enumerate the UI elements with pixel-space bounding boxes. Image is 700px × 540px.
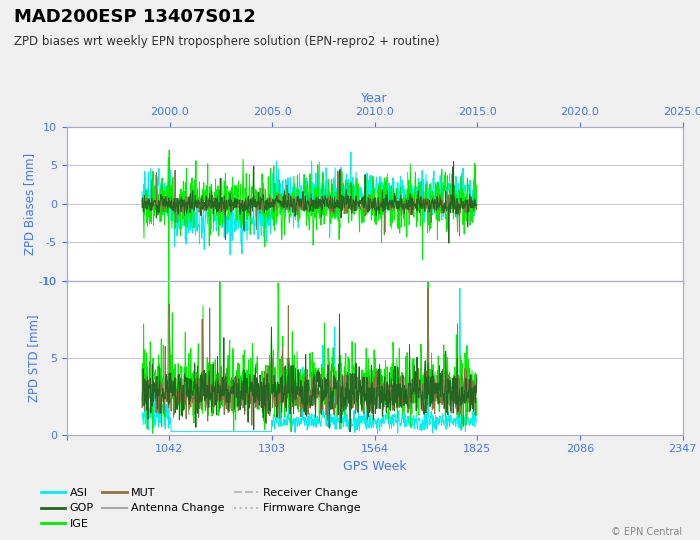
Text: © EPN Central: © EPN Central <box>611 527 682 537</box>
X-axis label: GPS Week: GPS Week <box>343 460 406 473</box>
Text: ZPD biases wrt weekly EPN troposphere solution (EPN-repro2 + routine): ZPD biases wrt weekly EPN troposphere so… <box>14 35 440 48</box>
X-axis label: Year: Year <box>361 92 388 105</box>
Y-axis label: ZPD STD [mm]: ZPD STD [mm] <box>27 314 40 402</box>
Y-axis label: ZPD Biases [mm]: ZPD Biases [mm] <box>23 153 36 255</box>
Text: MAD200ESP 13407S012: MAD200ESP 13407S012 <box>14 8 256 26</box>
Legend: ASI, GOP, IGE, MUT, Antenna Change, Receiver Change, Firmware Change: ASI, GOP, IGE, MUT, Antenna Change, Rece… <box>41 488 361 529</box>
